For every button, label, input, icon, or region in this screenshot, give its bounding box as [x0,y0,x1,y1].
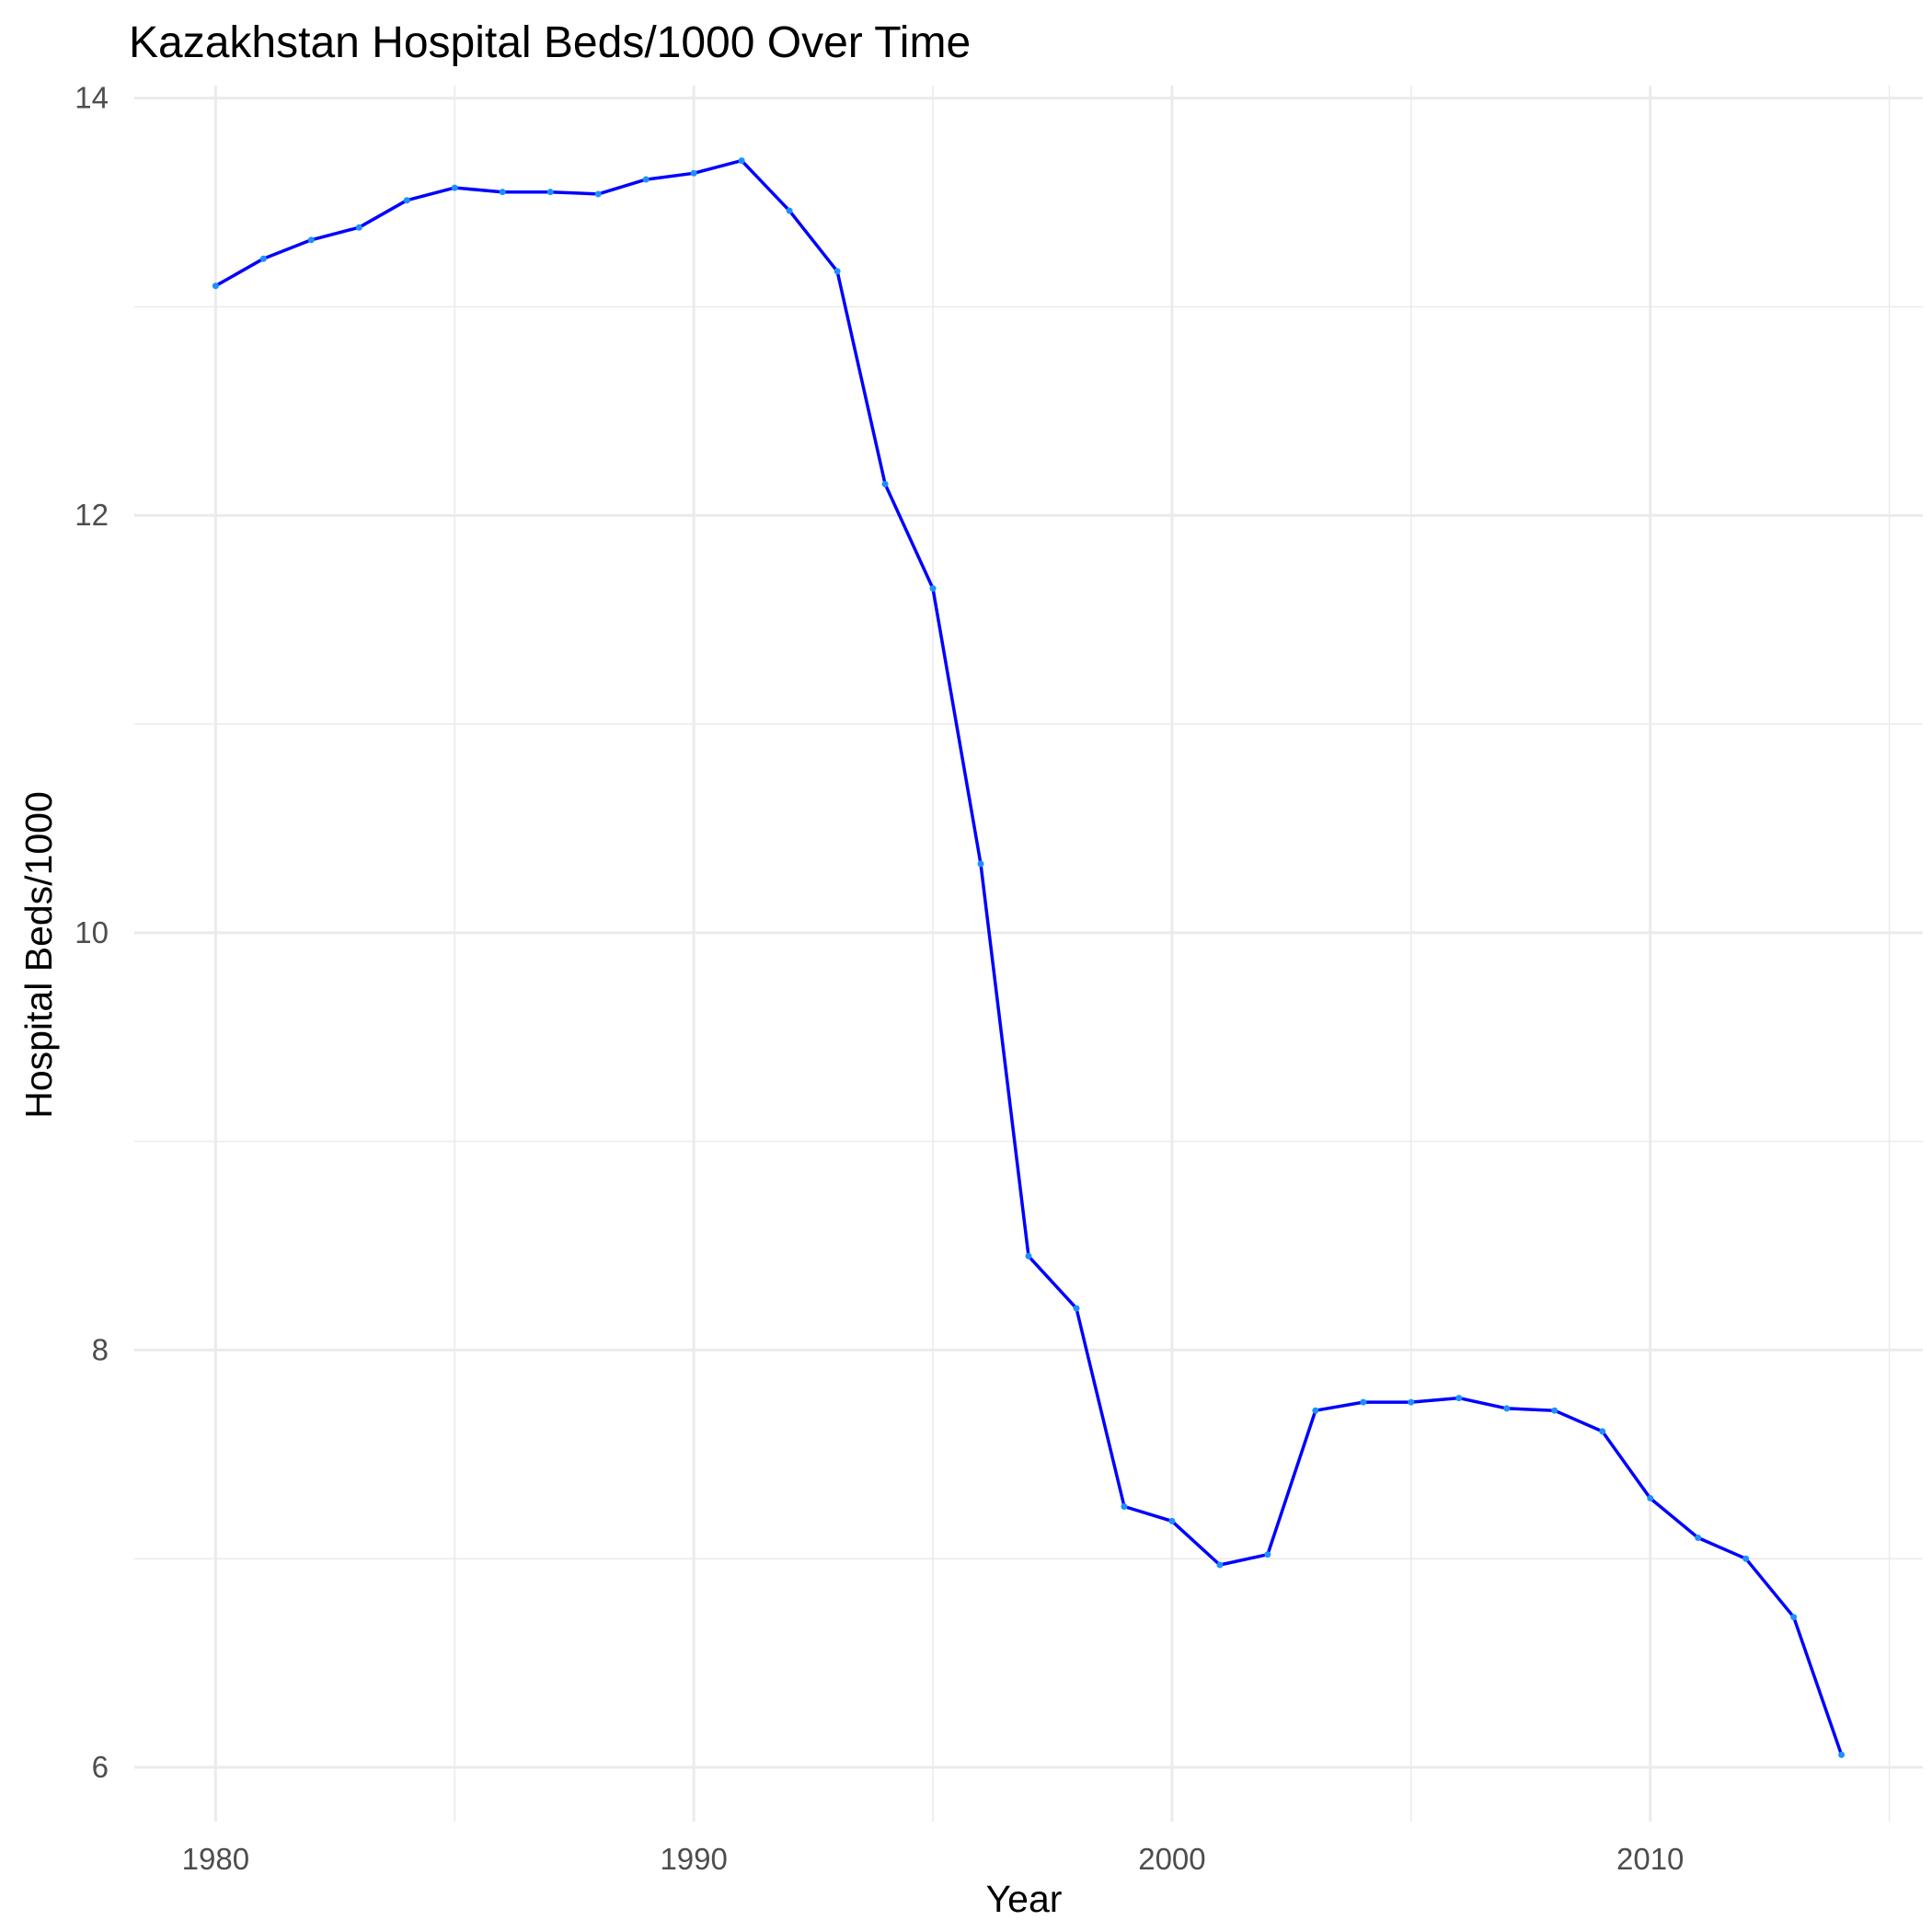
data-point [1838,1751,1846,1758]
data-point [1695,1535,1702,1542]
data-point [403,197,410,204]
x-tick-label: 1980 [182,1842,249,1876]
data-point [786,207,793,214]
data-point [1599,1428,1606,1435]
y-axis-label: Hospital Beds/1000 [17,791,60,1119]
y-tick-label: 6 [92,1750,109,1784]
data-point [1264,1551,1271,1558]
y-tick-label: 10 [75,915,109,949]
data-point [212,282,219,290]
data-point [1073,1305,1080,1312]
data-point [259,255,267,262]
data-point [1121,1503,1128,1511]
data-point [1790,1614,1798,1621]
data-point [1216,1561,1224,1569]
data-point [1647,1494,1654,1501]
data-point [690,169,697,177]
data-point [1742,1555,1750,1562]
data-point [594,190,602,198]
data-point [881,480,889,488]
data-point [451,184,458,191]
data-point [1312,1407,1319,1414]
data-point [1360,1398,1367,1406]
data-point [834,268,841,275]
data-point [1551,1407,1558,1414]
y-tick-label: 8 [92,1332,109,1366]
x-axis-label: Year [986,1878,1063,1920]
chart-title: Kazakhstan Hospital Beds/1000 Over Time [129,18,971,67]
data-point [1455,1395,1463,1402]
data-point [977,860,984,868]
major-gridlines [134,86,1923,1822]
data-point [1503,1405,1511,1412]
series-layer [212,157,1846,1758]
y-tick-label: 14 [75,81,109,115]
data-point [307,236,315,244]
data-point [1168,1517,1176,1524]
data-point [1408,1398,1415,1406]
data-point [1025,1252,1032,1259]
x-tick-label: 2010 [1616,1842,1684,1876]
y-tick-label: 12 [75,498,109,532]
x-tick-label: 1990 [660,1842,727,1876]
data-point [642,176,650,183]
data-point [738,157,745,165]
x-tick-labels: 1980 1990 2000 2010 [182,1842,1685,1876]
data-point [499,189,506,196]
y-tick-labels: 6 8 10 12 14 [75,81,109,1784]
data-point [355,224,362,231]
series-line [213,158,1844,1757]
data-point [546,189,554,196]
minor-gridlines [134,86,1923,1822]
data-point [929,585,937,592]
x-tick-label: 2000 [1138,1842,1205,1876]
